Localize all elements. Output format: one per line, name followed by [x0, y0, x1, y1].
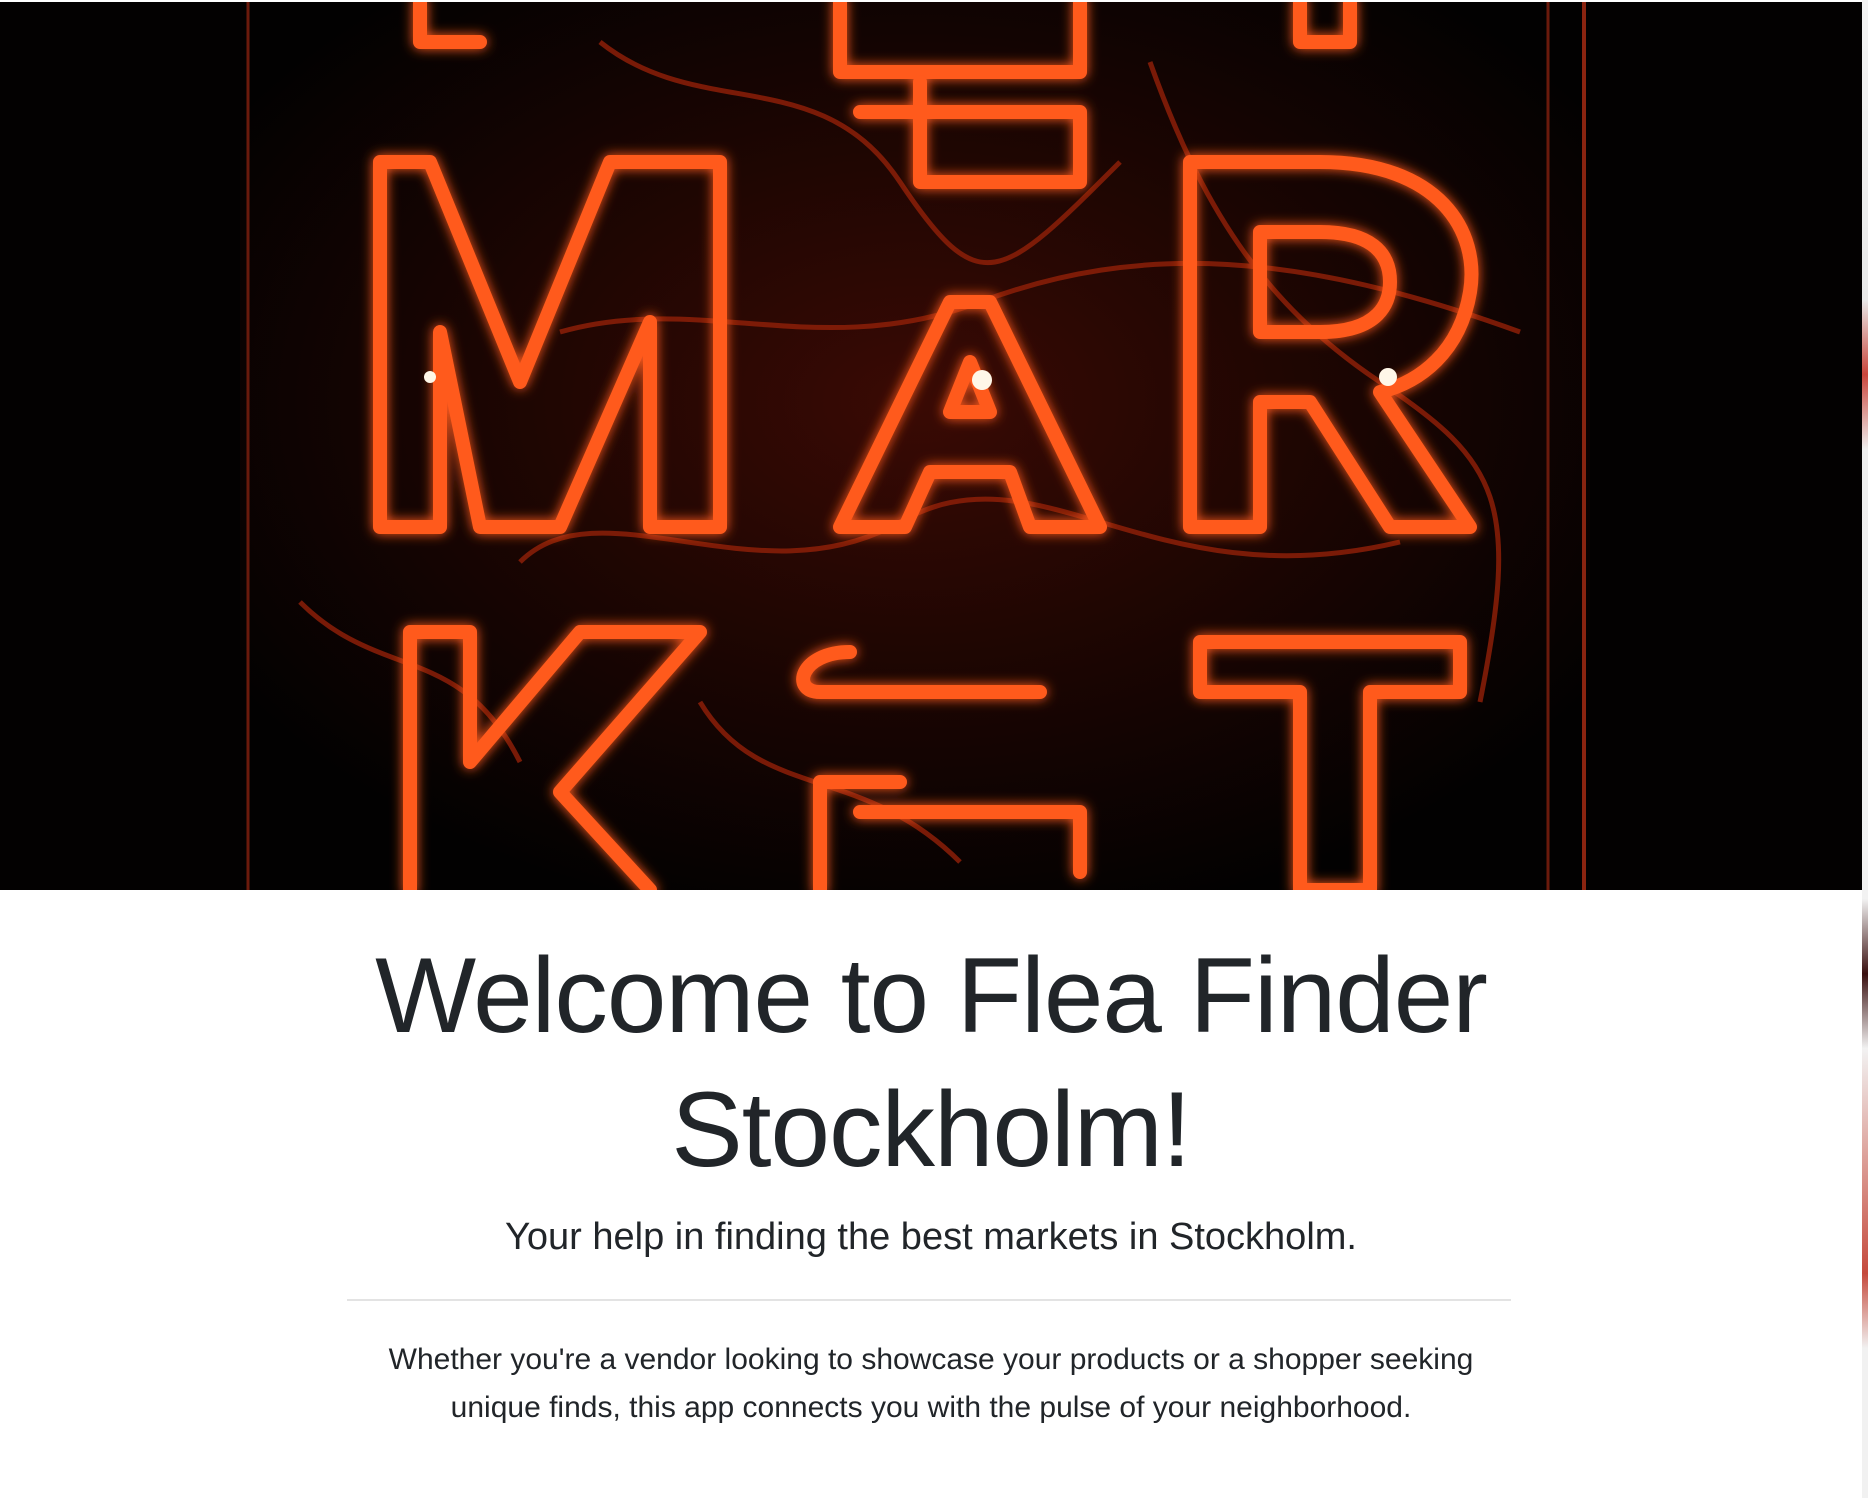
window-edge — [1862, 0, 1868, 1498]
page-title: Welcome to Flea Finder Stockholm! — [375, 935, 1488, 1189]
neon-market-sign-image — [0, 2, 1862, 890]
intro-text: Whether you're a vendor looking to showc… — [388, 1343, 1474, 1424]
lead-text: Your help in finding the best markets in… — [505, 1216, 1357, 1258]
main-content: Welcome to Flea Finder Stockholm! Your h… — [0, 890, 1862, 1498]
hero-banner — [0, 2, 1862, 890]
divider — [347, 1299, 1511, 1301]
